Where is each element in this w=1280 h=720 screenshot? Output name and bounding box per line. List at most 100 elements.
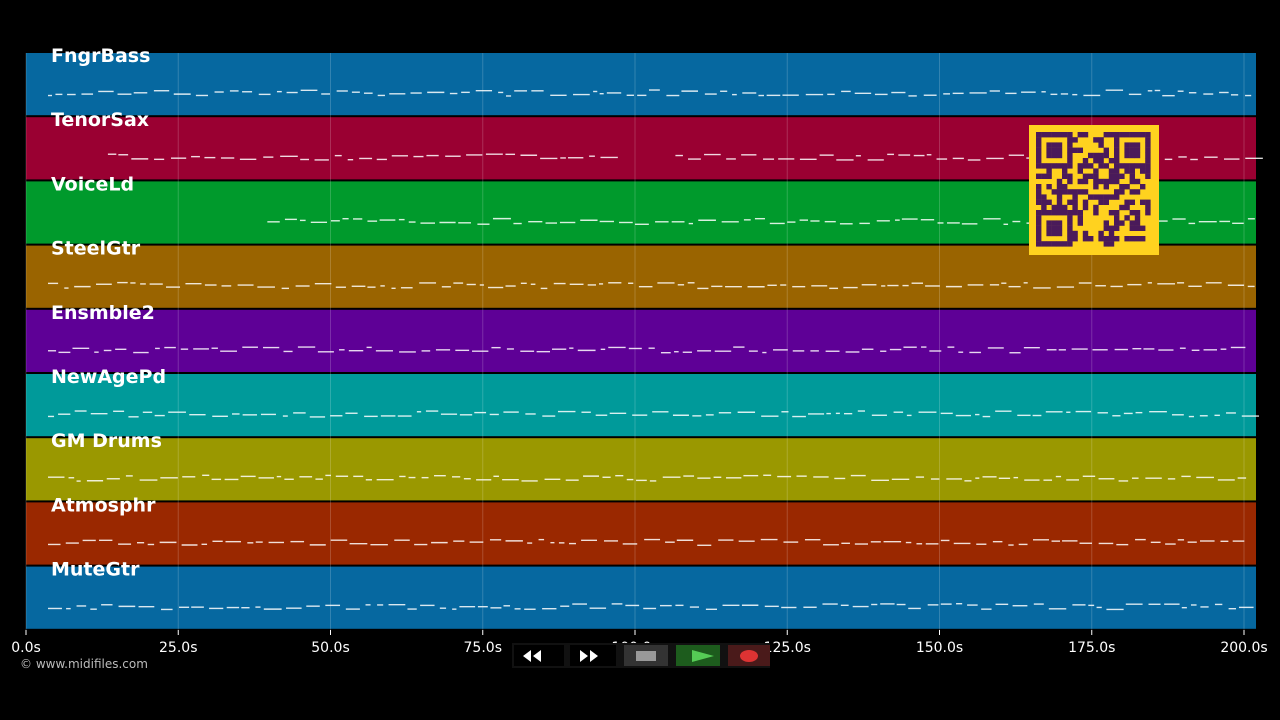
qr-cell [1103,163,1109,169]
track-name: SteelGtr [51,238,141,260]
qr-cell [1056,152,1063,159]
qr-cell [1103,194,1109,200]
qr-cell [1124,132,1130,138]
qr-cell [1098,142,1104,148]
qr-cell [1103,152,1109,159]
qr-cell [1036,194,1042,200]
qr-cell [1114,163,1120,169]
qr-cell [1072,194,1078,200]
qr-cell [1129,152,1135,159]
qr-cell [1088,163,1094,169]
qr-cell [1041,194,1047,200]
qr-cell [1114,194,1120,200]
track-name: VoiceLd [51,173,134,195]
qr-cell [1098,158,1104,164]
qr-cell [1067,132,1073,138]
qr-cell [1093,204,1099,211]
stop-button[interactable] [624,645,668,666]
track-band [26,566,1256,629]
qr-cell [1124,163,1130,169]
qr-cell [1077,163,1083,169]
qr-cell [1046,184,1052,190]
qr-cell [1145,137,1151,143]
qr-cell [1041,210,1047,216]
qr-cell [1093,173,1099,179]
qr-cell [1145,158,1151,164]
qr-cell [1140,168,1146,174]
qr-cell [1067,142,1073,148]
qr-cell [1129,163,1135,169]
qr-cell [1036,147,1042,153]
qr-cell [1072,147,1078,153]
qr-cell [1093,152,1099,159]
qr-cell [1124,152,1130,159]
qr-cell [1082,158,1089,164]
qr-cell [1145,152,1151,159]
qr-cell [1098,199,1104,205]
qr-cell [1062,210,1068,216]
qr-cell [1093,168,1099,174]
qr-cell [1145,168,1151,174]
tick-label: 175.0s [1068,640,1115,656]
qr-cell [1145,147,1151,153]
qr-cell [1082,132,1089,138]
qr-cell [1124,199,1130,205]
qr-cell [1067,173,1073,179]
qr-cell [1067,230,1073,237]
qr-cell [1062,241,1068,247]
tick-label: 50.0s [311,640,349,656]
rewind-button[interactable] [514,645,564,666]
qr-cell [1108,132,1115,138]
qr-cell [1056,163,1063,169]
qr-cell [1114,220,1120,226]
qr-cell [1056,199,1063,205]
qr-cell [1119,132,1125,138]
qr-cell [1124,184,1130,190]
qr-cell [1036,184,1042,190]
qr-cell [1036,230,1042,237]
qr-cell [1067,178,1073,185]
qr-cell [1046,241,1052,247]
qr-cell [1067,152,1073,159]
qr-cell [1062,132,1068,138]
track-band [26,438,1256,501]
qr-cell [1093,137,1099,143]
tick-label: 75.0s [464,640,502,656]
qr-cell [1046,199,1052,205]
notes [48,603,1254,611]
qr-cell [1108,178,1115,185]
record-button[interactable] [728,645,770,666]
qr-cell [1051,220,1057,226]
qr-cell [1067,241,1073,247]
qr-cell [1098,194,1104,200]
tick-label: 25.0s [159,640,197,656]
qr-cell [1046,163,1052,169]
qr-cell [1145,173,1151,179]
qr-cell [1051,132,1057,138]
qr-cell [1124,147,1130,153]
qr-cell [1129,147,1135,153]
play-button[interactable] [676,645,720,666]
track-band [26,309,1256,372]
forward-button[interactable] [570,645,616,666]
qr-cell [1129,142,1135,148]
qr-cell [1103,184,1109,190]
track-name: Atmosphr [51,494,156,516]
qr-cell [1140,132,1146,138]
qr-cell [1108,236,1115,242]
qr-cell [1067,225,1073,231]
qr-cell [1114,132,1120,138]
qr-cell [1051,230,1057,237]
qr-cell [1067,220,1073,226]
qr-cell [1134,215,1141,221]
qr-cell [1108,230,1115,237]
qr-cell [1103,225,1109,231]
qr-cell [1082,236,1089,242]
qr-cell [1072,137,1078,143]
qr-cell [1082,199,1089,205]
qr-cell [1103,132,1109,138]
qr-cell [1093,194,1099,200]
track-name: TenorSax [51,109,149,131]
